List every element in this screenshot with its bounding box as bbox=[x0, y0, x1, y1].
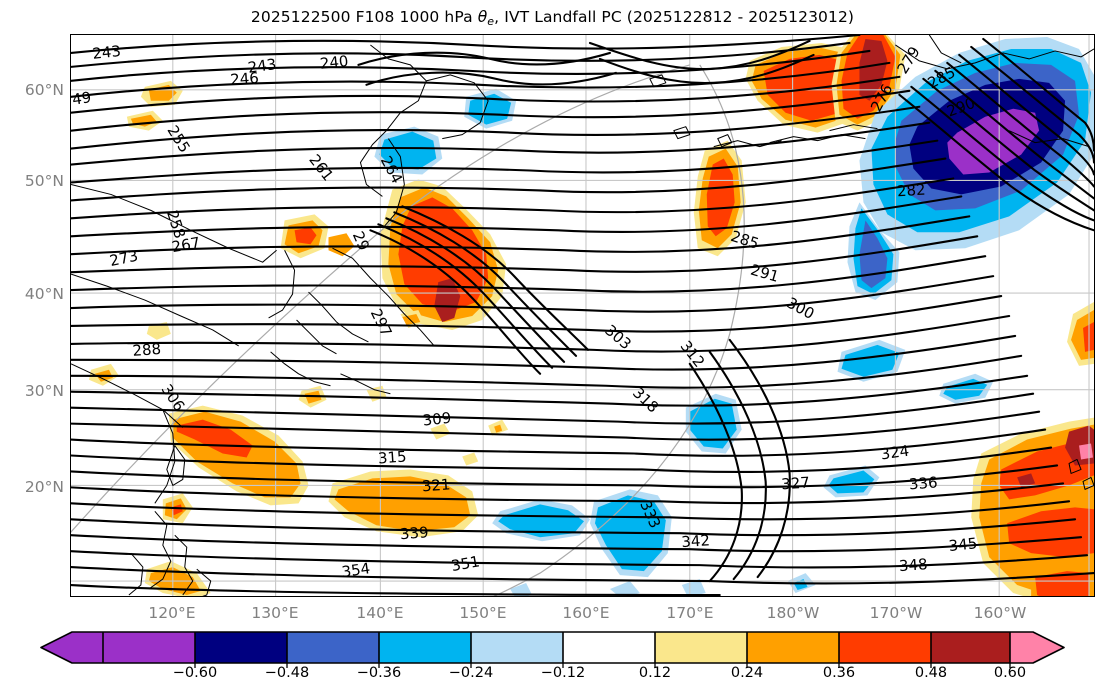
lat-tick-40N: 40°N bbox=[24, 285, 64, 303]
map-plot-area[interactable]: 243 243 240 246 49 255 258 261 264 267 2… bbox=[70, 34, 1095, 597]
svg-text:342: 342 bbox=[681, 531, 711, 551]
colorbar-tick-0: −0.60 bbox=[172, 665, 218, 681]
colorbar-tick-2: −0.36 bbox=[356, 665, 402, 681]
colorbar-ticks bbox=[194, 663, 1011, 668]
svg-text:29: 29 bbox=[349, 229, 373, 254]
title-variable-symbol: θ bbox=[477, 8, 488, 26]
colorbar-outline bbox=[40, 631, 1065, 664]
title-level: 1000 hPa bbox=[399, 8, 473, 26]
lon-tick-120E: 120°E bbox=[148, 604, 196, 622]
svg-text:327: 327 bbox=[781, 473, 811, 493]
svg-text:354: 354 bbox=[341, 559, 372, 581]
svg-text:351: 351 bbox=[450, 552, 481, 575]
title-variable-subscript: e bbox=[487, 15, 495, 28]
lon-tick-140E: 140°E bbox=[356, 604, 404, 622]
colorbar-tick-5: 0.12 bbox=[638, 665, 672, 681]
svg-text:324: 324 bbox=[879, 442, 910, 464]
svg-text:49: 49 bbox=[71, 88, 92, 108]
lon-tick-130E: 130°E bbox=[251, 604, 299, 622]
lat-tick-50N: 50°N bbox=[24, 172, 64, 190]
lon-tick-150E: 150°E bbox=[459, 604, 507, 622]
colorbar-tick-1: −0.48 bbox=[264, 665, 310, 681]
title-valid-range: (2025122812 - 2025123012) bbox=[626, 8, 855, 26]
svg-text:285: 285 bbox=[728, 227, 761, 253]
svg-text:240: 240 bbox=[319, 52, 349, 73]
colorbar-tick-7: 0.36 bbox=[822, 665, 856, 681]
svg-text:339: 339 bbox=[399, 523, 429, 543]
svg-text:261: 261 bbox=[305, 151, 337, 185]
colorbar[interactable]: −0.60 −0.48 −0.36 −0.24 −0.12 0.12 0.24 … bbox=[0, 625, 1105, 694]
colorbar-swatches bbox=[41, 632, 1064, 663]
colorbar-tick-9: 0.60 bbox=[993, 665, 1027, 681]
title-lead: F108 bbox=[355, 8, 395, 26]
lon-tick-170W: 170°W bbox=[869, 604, 923, 622]
svg-text:273: 273 bbox=[108, 247, 140, 271]
svg-text:348: 348 bbox=[898, 555, 928, 575]
colorbar-tick-8: 0.48 bbox=[914, 665, 948, 681]
svg-text:303: 303 bbox=[601, 321, 634, 353]
title-init: 2025122500 bbox=[250, 8, 351, 26]
colorbar-tick-4: −0.12 bbox=[540, 665, 586, 681]
theta-e-contour-layer bbox=[71, 35, 1094, 596]
svg-text:282: 282 bbox=[896, 180, 926, 200]
chart-title: 2025122500 F108 1000 hPa θe, IVT Landfal… bbox=[0, 8, 1105, 28]
svg-text:336: 336 bbox=[908, 473, 938, 493]
shaded-anomaly-layer bbox=[88, 35, 1094, 596]
lon-tick-160W: 160°W bbox=[973, 604, 1027, 622]
lat-tick-60N: 60°N bbox=[24, 81, 64, 99]
map-gridlines bbox=[71, 35, 1094, 596]
lon-tick-160E: 160°E bbox=[562, 604, 610, 622]
svg-text:345: 345 bbox=[948, 534, 978, 555]
svg-text:315: 315 bbox=[377, 448, 407, 468]
svg-text:246: 246 bbox=[230, 69, 260, 89]
svg-text:243: 243 bbox=[91, 42, 121, 63]
svg-text:312: 312 bbox=[677, 337, 709, 371]
lat-tick-20N: 20°N bbox=[24, 478, 64, 496]
svg-text:309: 309 bbox=[422, 409, 452, 430]
svg-text:321: 321 bbox=[421, 475, 451, 495]
lon-tick-180W: 180°W bbox=[766, 604, 820, 622]
title-field: IVT Landfall PC bbox=[504, 8, 622, 26]
svg-text:297: 297 bbox=[367, 306, 396, 339]
svg-text:243: 243 bbox=[247, 55, 278, 77]
svg-text:300: 300 bbox=[784, 294, 818, 323]
title-comma: , bbox=[494, 8, 500, 26]
lat-tick-30N: 30°N bbox=[24, 382, 64, 400]
colorbar-tick-3: −0.24 bbox=[448, 665, 494, 681]
svg-text:318: 318 bbox=[629, 384, 662, 417]
lon-tick-170E: 170°E bbox=[666, 604, 714, 622]
colorbar-svg bbox=[40, 631, 1065, 668]
svg-text:288: 288 bbox=[132, 340, 162, 360]
svg-text:267: 267 bbox=[170, 234, 201, 257]
contour-map-svg: 243 243 240 246 49 255 258 261 264 267 2… bbox=[71, 35, 1094, 596]
colorbar-tick-6: 0.24 bbox=[730, 665, 764, 681]
